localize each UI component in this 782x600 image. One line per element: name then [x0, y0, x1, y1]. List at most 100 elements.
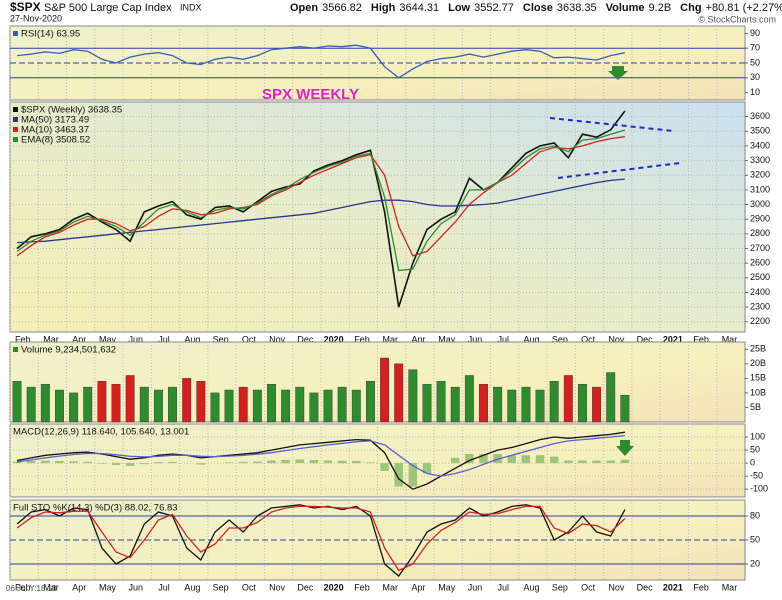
bar — [309, 459, 319, 464]
bar — [295, 386, 305, 423]
bar — [97, 381, 107, 423]
bar — [154, 462, 163, 464]
x-tick-label: Sep — [552, 582, 568, 592]
legend-entry: RSI(14) 63.95 — [21, 29, 80, 40]
quote-value: 3644.31 — [399, 2, 439, 14]
y-tick-label: 2800 — [750, 228, 770, 238]
y-tick-label: 2500 — [750, 272, 770, 282]
legend-swatch — [13, 347, 18, 352]
bar — [422, 383, 432, 423]
series-line — [16, 136, 625, 257]
bar — [224, 462, 234, 464]
x-tick-label: Oct — [581, 334, 596, 344]
bar — [26, 461, 36, 464]
x-tick-label: Mar — [722, 334, 738, 344]
x-tick-label: Dec — [297, 334, 314, 344]
bar — [352, 461, 361, 464]
bar — [139, 386, 149, 423]
x-tick-label: Nov — [269, 334, 286, 344]
x-tick-label: Oct — [581, 582, 596, 592]
x-tick-label: Dec — [637, 582, 654, 592]
x-tick-label: Aug — [184, 582, 200, 592]
y-tick-label: 100 — [750, 431, 765, 441]
y-tick-label: 2900 — [750, 214, 770, 224]
y-tick-label: 20B — [750, 358, 766, 368]
bar — [535, 455, 545, 464]
x-tick-label: Aug — [524, 334, 540, 344]
credit: © StockCharts.com — [698, 14, 776, 24]
trendline — [549, 117, 675, 132]
y-tick-label: 50 — [750, 444, 760, 454]
x-tick-label: Nov — [608, 582, 625, 592]
y-tick-label: -50 — [750, 471, 763, 481]
bar — [267, 383, 276, 423]
bar — [521, 386, 531, 423]
x-tick-label: 2020 — [324, 582, 344, 592]
arrow — [616, 440, 634, 456]
x-tick-label: Apr — [72, 334, 86, 344]
exchange: INDX — [180, 2, 202, 12]
y-tick-label: 80 — [750, 510, 760, 520]
instrument-name: S&P 500 Large Cap Index — [44, 2, 172, 14]
bar — [40, 383, 50, 423]
bar — [549, 381, 559, 423]
bar — [592, 460, 601, 464]
bar — [620, 394, 630, 423]
legend-swatch — [13, 117, 18, 122]
quote-label: Close — [523, 2, 553, 14]
x-tick-label: 2021 — [663, 334, 683, 344]
bar — [69, 392, 79, 423]
legend-swatch — [13, 127, 18, 132]
bar — [450, 386, 460, 423]
trendline — [557, 162, 681, 179]
bar — [12, 381, 22, 423]
bar — [606, 460, 615, 464]
bar — [281, 459, 290, 464]
y-tick-label: 50 — [750, 57, 760, 67]
x-tick-label: Apr — [411, 582, 425, 592]
legend-entry: MA(50) 3173.49 — [21, 115, 89, 126]
x-tick-label: Oct — [242, 582, 257, 592]
bar — [309, 392, 319, 423]
y-tick-label: 2300 — [750, 301, 770, 311]
x-tick-label: Feb — [693, 334, 709, 344]
x-tick-label: Nov — [269, 582, 286, 592]
bar — [26, 386, 36, 423]
x-tick-label: Jul — [498, 334, 510, 344]
bar — [97, 463, 107, 464]
x-tick-label: Mar — [382, 582, 398, 592]
bar — [408, 463, 418, 487]
bar — [436, 381, 446, 423]
quote-value: 3566.82 — [322, 2, 362, 14]
bar — [224, 389, 234, 423]
bar — [549, 456, 559, 464]
y-tick-label: 10B — [750, 387, 766, 397]
quote-value: 3638.35 — [557, 2, 597, 14]
bar — [592, 386, 602, 423]
quote-value: +80.81 (+2.27%) — [706, 2, 782, 14]
x-tick-label: Mar — [722, 582, 738, 592]
y-tick-label: 2600 — [750, 258, 770, 268]
x-tick-label: Sep — [552, 334, 568, 344]
y-tick-label: 70 — [750, 43, 760, 53]
bar — [323, 389, 333, 423]
x-tick-label: Jun — [468, 334, 483, 344]
bar — [238, 461, 248, 464]
series-line — [17, 178, 625, 244]
y-tick-label: 3000 — [750, 199, 770, 209]
bar — [238, 386, 248, 423]
y-tick-label: 10 — [750, 87, 760, 97]
x-tick-label: Sep — [213, 334, 229, 344]
legend-entry: MA(10) 3463.37 — [21, 125, 89, 136]
annotation: SPX WEEKLY — [262, 86, 359, 103]
quote-label: Open — [290, 2, 318, 14]
series-line — [17, 44, 626, 79]
bar — [140, 463, 149, 465]
bar — [153, 389, 163, 423]
bar — [69, 461, 78, 464]
bar — [168, 461, 177, 464]
bar — [55, 389, 64, 423]
bar — [196, 381, 206, 423]
quote-value: 9.2B — [649, 2, 672, 14]
